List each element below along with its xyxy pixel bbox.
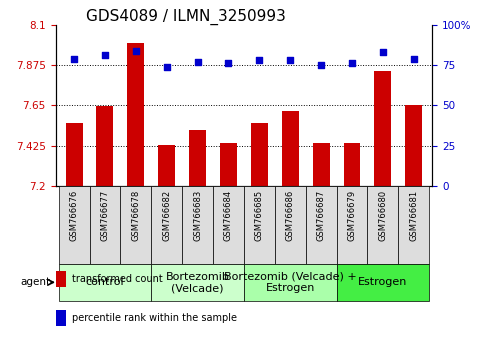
Point	[379, 49, 387, 55]
Bar	[368, 186, 398, 264]
Bar	[89, 186, 120, 264]
Text: GSM766682: GSM766682	[162, 190, 171, 241]
Text: GSM766686: GSM766686	[286, 190, 295, 241]
Bar	[56, 271, 66, 287]
Point	[194, 59, 201, 65]
Point	[286, 57, 294, 63]
Text: GSM766680: GSM766680	[378, 190, 387, 241]
Text: Bortezomib
(Velcade): Bortezomib (Velcade)	[166, 272, 229, 293]
Bar	[58, 264, 151, 301]
Bar	[151, 264, 244, 301]
Point	[163, 64, 170, 69]
Text: percentile rank within the sample: percentile rank within the sample	[72, 313, 238, 323]
Text: transformed count: transformed count	[72, 274, 163, 284]
Bar	[244, 186, 275, 264]
Bar	[374, 71, 391, 186]
Bar	[182, 186, 213, 264]
Text: GSM766677: GSM766677	[100, 190, 110, 241]
Point	[70, 56, 78, 62]
Point	[317, 62, 325, 68]
Text: GSM766684: GSM766684	[224, 190, 233, 241]
Bar	[220, 143, 237, 186]
Bar	[337, 264, 429, 301]
Bar	[158, 145, 175, 186]
Text: GSM766681: GSM766681	[409, 190, 418, 241]
Text: Estrogen: Estrogen	[358, 277, 408, 287]
Point	[225, 61, 232, 66]
Point	[256, 57, 263, 63]
Bar	[343, 143, 360, 186]
Bar	[97, 106, 114, 186]
Bar	[128, 43, 144, 186]
Bar	[151, 186, 182, 264]
Bar	[275, 186, 306, 264]
Text: GSM766678: GSM766678	[131, 190, 141, 241]
Bar	[189, 130, 206, 186]
Text: GDS4089 / ILMN_3250993: GDS4089 / ILMN_3250993	[85, 8, 285, 25]
Point	[132, 48, 140, 53]
Bar	[66, 123, 83, 186]
Text: GSM766685: GSM766685	[255, 190, 264, 241]
Bar	[337, 186, 368, 264]
Point	[101, 52, 109, 58]
Bar	[56, 310, 66, 326]
Point	[348, 61, 356, 66]
Bar	[306, 186, 337, 264]
Text: GSM766676: GSM766676	[70, 190, 79, 241]
Text: GSM766687: GSM766687	[317, 190, 326, 241]
Text: control: control	[85, 277, 124, 287]
Bar	[398, 186, 429, 264]
Text: agent: agent	[21, 277, 51, 287]
Bar	[244, 264, 337, 301]
Bar	[58, 186, 89, 264]
Text: GSM766679: GSM766679	[347, 190, 356, 241]
Bar	[251, 123, 268, 186]
Text: GSM766683: GSM766683	[193, 190, 202, 241]
Bar	[313, 143, 329, 186]
Bar	[120, 186, 151, 264]
Text: Bortezomib (Velcade) +
Estrogen: Bortezomib (Velcade) + Estrogen	[224, 272, 356, 293]
Bar	[213, 186, 244, 264]
Bar	[282, 111, 298, 186]
Point	[410, 56, 418, 62]
Bar	[405, 105, 422, 186]
